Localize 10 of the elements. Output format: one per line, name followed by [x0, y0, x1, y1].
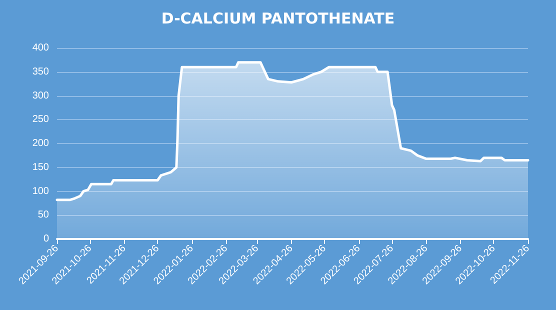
- y-tick-label: 50: [38, 210, 50, 221]
- y-tick-label: 300: [32, 90, 50, 102]
- y-tick-label: 350: [32, 66, 50, 78]
- y-tick-label: 150: [32, 162, 50, 173]
- y-tick-label: 200: [32, 138, 50, 149]
- y-tick-label: 400: [32, 42, 50, 54]
- y-tick-label: 100: [32, 186, 50, 197]
- y-tick-label: 0: [43, 234, 50, 244]
- y-tick-label: 250: [32, 114, 50, 126]
- chart-title: D-CALCIUM PANTOTHENATE: [161, 10, 395, 28]
